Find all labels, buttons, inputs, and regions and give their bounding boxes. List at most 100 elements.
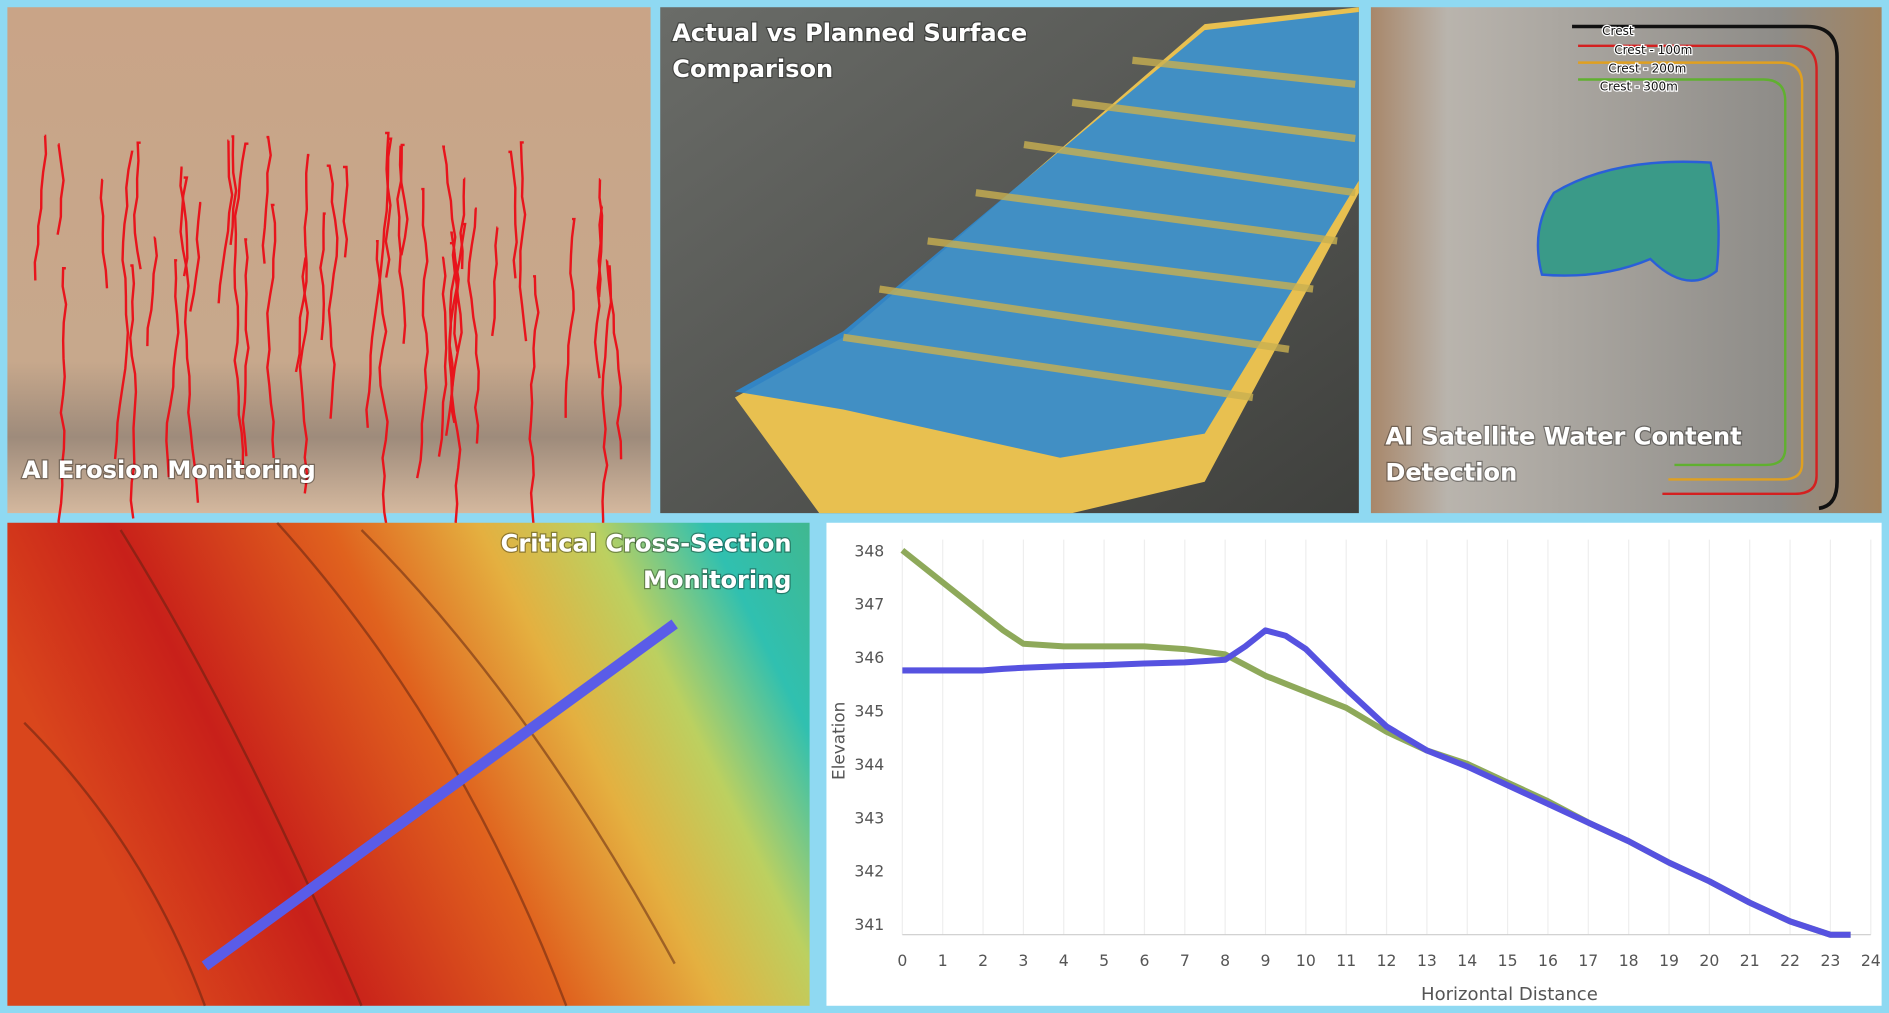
y-tick-label: 343 xyxy=(854,808,884,827)
erosion-streaks xyxy=(33,131,623,612)
y-tick-label: 346 xyxy=(854,648,884,667)
erosion-streak xyxy=(99,178,109,289)
x-tick-label: 15 xyxy=(1498,951,1518,970)
erosion-streak xyxy=(398,145,409,256)
x-tick-label: 17 xyxy=(1578,951,1598,970)
erosion-streak xyxy=(189,201,202,312)
erosion-streak xyxy=(564,217,576,418)
erosion-streak xyxy=(33,134,48,281)
legend-label: Crest - 300m xyxy=(1600,79,1678,93)
erosion-streak xyxy=(508,150,518,279)
erosion-streak xyxy=(491,226,499,337)
erosion-streak xyxy=(229,135,238,246)
x-tick-label: 9 xyxy=(1261,951,1271,970)
x-tick-label: 12 xyxy=(1377,951,1397,970)
crest-line xyxy=(1572,24,1839,511)
erosion-streak xyxy=(375,239,389,567)
crest-200-line xyxy=(1578,61,1804,481)
y-tick-label: 345 xyxy=(854,701,884,720)
x-tick-label: 8 xyxy=(1220,951,1230,970)
erosion-streak xyxy=(56,143,65,235)
water-area xyxy=(1536,160,1720,282)
erosion-streak xyxy=(441,145,457,436)
x-tick-label: 22 xyxy=(1780,951,1800,970)
panel-title: Critical Cross-Section xyxy=(501,530,792,558)
surface-panel: Actual vs Planned Surface Comparison xyxy=(660,7,1359,514)
x-tick-label: 1 xyxy=(938,951,948,970)
chart-background xyxy=(826,522,1882,1006)
x-tick-label: 14 xyxy=(1457,951,1477,970)
erosion-streak xyxy=(233,142,249,469)
erosion-streak xyxy=(396,143,407,344)
x-tick-label: 2 xyxy=(978,951,988,970)
legend-label: Crest - 200m xyxy=(1608,61,1686,75)
erosion-streak xyxy=(326,164,339,419)
panel-title: Monitoring xyxy=(643,566,791,594)
erosion-streak xyxy=(319,212,326,341)
erosion-streak xyxy=(217,139,234,304)
x-tick-label: 16 xyxy=(1538,951,1558,970)
satellite-panel: Crest Crest - 100m Crest - 200m Crest - … xyxy=(1370,7,1882,514)
erosion-panel: AI Erosion Monitoring xyxy=(7,7,651,612)
crest-100-line xyxy=(1578,44,1818,496)
x-tick-label: 11 xyxy=(1336,951,1356,970)
erosion-streak xyxy=(179,176,200,503)
erosion-streak xyxy=(415,187,429,479)
panel-title: AI Satellite Water Content xyxy=(1385,422,1741,450)
y-tick-label: 341 xyxy=(854,915,884,934)
dem-panel: Critical Cross-Section Monitoring xyxy=(7,521,810,1007)
x-tick-label: 13 xyxy=(1417,951,1437,970)
x-tick-label: 0 xyxy=(897,951,907,970)
erosion-streak xyxy=(146,236,158,347)
x-tick-label: 21 xyxy=(1740,951,1760,970)
erosion-streak xyxy=(342,165,349,258)
x-tick-label: 5 xyxy=(1099,951,1109,970)
x-tick-label: 6 xyxy=(1139,951,1149,970)
erosion-streak xyxy=(467,207,480,444)
x-tick-label: 24 xyxy=(1861,951,1881,970)
x-axis-label: Horizontal Distance xyxy=(1421,984,1598,1005)
y-axis-label: Elevation xyxy=(829,702,849,780)
erosion-streak xyxy=(261,135,272,264)
erosion-photo xyxy=(7,7,651,514)
erosion-streak xyxy=(365,137,393,428)
erosion-streak xyxy=(518,141,528,342)
erosion-streak xyxy=(129,264,138,519)
erosion-streak xyxy=(298,257,309,494)
erosion-streak xyxy=(459,177,466,270)
y-tick-label: 348 xyxy=(854,541,884,560)
x-tick-label: 10 xyxy=(1296,951,1316,970)
elevation-map xyxy=(7,522,810,1006)
panel-title: AI Erosion Monitoring xyxy=(22,456,316,484)
erosion-streak xyxy=(266,203,277,458)
legend-label: Crest xyxy=(1602,24,1634,38)
erosion-streak xyxy=(113,150,134,460)
erosion-streak xyxy=(294,153,310,373)
y-tick-label: 342 xyxy=(854,862,884,881)
erosion-streak xyxy=(597,205,604,298)
panel-title: Actual vs Planned Surface xyxy=(672,19,1027,47)
x-tick-label: 18 xyxy=(1619,951,1639,970)
erosion-streak xyxy=(605,259,623,460)
crest-300-line xyxy=(1578,78,1787,467)
erosion-streak xyxy=(133,141,142,270)
erosion-streak xyxy=(384,131,392,278)
bench-stripes xyxy=(842,56,1356,402)
legend-label: Crest - 100m xyxy=(1614,43,1692,57)
panel-title: Comparison xyxy=(672,55,833,83)
cross-section-line xyxy=(201,619,678,971)
erosion-streak xyxy=(165,259,180,478)
x-tick-label: 19 xyxy=(1659,951,1679,970)
series-line xyxy=(902,627,1851,938)
x-tick-label: 7 xyxy=(1180,951,1190,970)
terrain-ridges xyxy=(23,521,676,1007)
x-tick-label: 4 xyxy=(1059,951,1069,970)
erosion-streak xyxy=(241,238,250,457)
panel-title: Detection xyxy=(1385,459,1517,487)
x-tick-label: 23 xyxy=(1820,951,1840,970)
x-tick-label: 3 xyxy=(1018,951,1028,970)
x-tick-label: 20 xyxy=(1699,951,1719,970)
